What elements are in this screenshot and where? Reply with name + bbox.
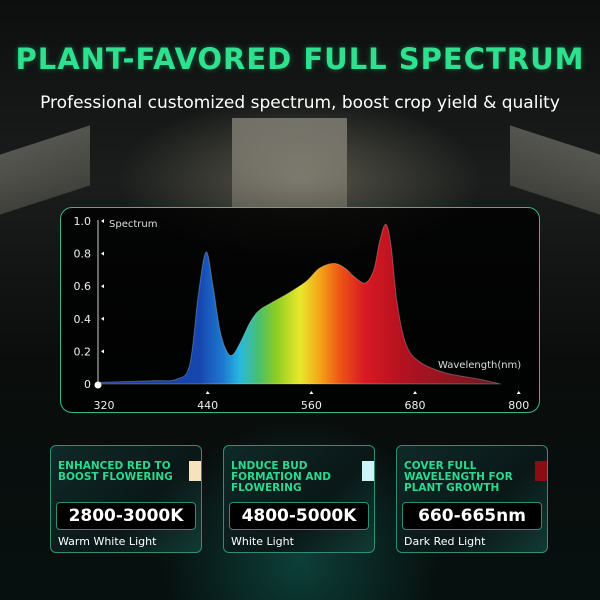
color-swatch	[535, 461, 547, 481]
color-swatch	[189, 461, 201, 481]
y-tick-mark	[101, 284, 104, 289]
y-tick-label: 0.4	[74, 313, 92, 326]
page-subtitle: Professional customized spectrum, boost …	[40, 93, 560, 113]
y-tick-label: 1.0	[74, 215, 92, 228]
card-dark-red: COVER FULL WAVELENGTH FOR PLANT GROWTH 6…	[396, 445, 548, 553]
x-tick-mark	[309, 391, 314, 394]
card-value: 4800-5000K	[229, 502, 369, 530]
card-heading: COVER FULL WAVELENGTH FOR PLANT GROWTH	[404, 460, 513, 494]
x-tick-mark	[205, 391, 210, 394]
spectrum-area	[98, 223, 501, 385]
card-warm-white: ENHANCED RED TO BOOST FLOWERING 2800-300…	[50, 445, 202, 553]
axis-origin	[94, 381, 102, 389]
x-axis-label: Wavelength(nm)	[438, 360, 521, 371]
y-tick-mark	[101, 251, 104, 256]
spectrum-chart: Spectrum Wavelength(nm) 0 0.2 0.4 0.6 0.8 1.0…	[60, 207, 540, 413]
y-tick-label: 0.6	[74, 280, 92, 293]
y-tick-label: 0	[84, 378, 91, 391]
card-label: Dark Red Light	[404, 535, 486, 548]
card-heading: LNDUCE BUD FORMATION AND FLOWERING	[231, 460, 332, 494]
card-label: White Light	[231, 535, 294, 548]
x-tick-label: 440	[197, 399, 218, 412]
card-value: 2800-3000K	[56, 502, 196, 530]
y-tick-label: 0.8	[74, 248, 92, 261]
color-swatch	[362, 461, 374, 481]
y-tick-mark	[101, 349, 104, 354]
light-fixture	[232, 118, 347, 208]
x-tick-mark	[413, 391, 418, 394]
spectrum-chart-svg: Spectrum Wavelength(nm) 0 0.2 0.4 0.6 0.8 1.0…	[74, 215, 530, 412]
y-tick-label: 0.2	[74, 345, 92, 358]
x-tick-label: 680	[405, 399, 426, 412]
page-title: PLANT-FAVORED FULL SPECTRUM	[15, 42, 585, 76]
x-tick-label: 320	[94, 399, 115, 412]
y-axis-label: Spectrum	[109, 219, 157, 230]
card-label: Warm White Light	[58, 535, 157, 548]
card-value: 660-665nm	[402, 502, 542, 530]
y-tick-mark	[101, 219, 104, 223]
y-tick-mark	[101, 316, 104, 321]
x-tick-label: 800	[508, 399, 529, 412]
x-tick-mark	[516, 391, 521, 394]
x-tick-label: 560	[301, 399, 322, 412]
card-heading: ENHANCED RED TO BOOST FLOWERING	[58, 460, 173, 483]
card-white: LNDUCE BUD FORMATION AND FLOWERING 4800-…	[223, 445, 375, 553]
